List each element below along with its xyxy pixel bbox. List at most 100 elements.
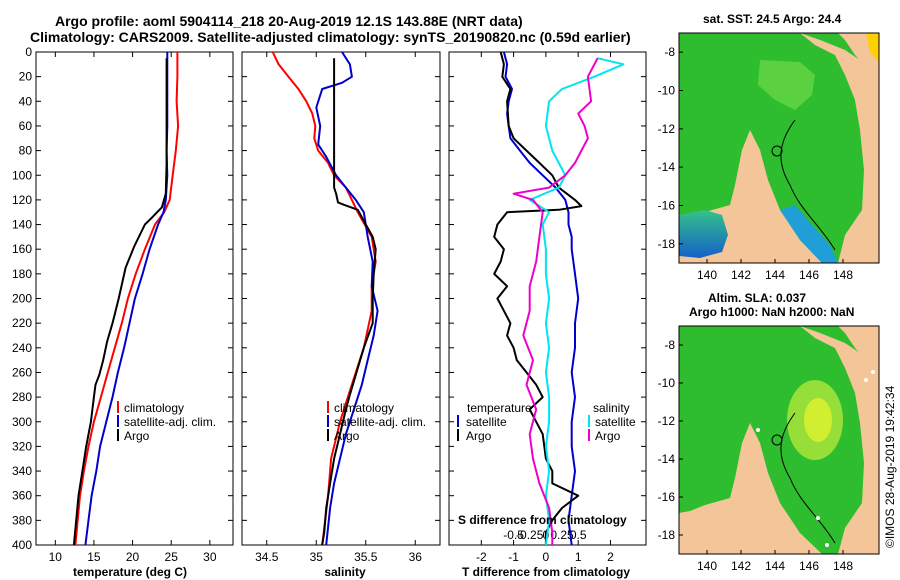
top-axis-label: S difference from climatology bbox=[458, 513, 627, 527]
sst-map bbox=[678, 32, 880, 264]
legend-item: satellite bbox=[466, 415, 507, 429]
x-axis-label: salinity bbox=[324, 565, 366, 579]
series-line-salinity-satellite bbox=[528, 57, 625, 546]
y-tick-label: 240 bbox=[12, 341, 32, 355]
y-tick-label: 220 bbox=[12, 316, 32, 330]
series-line-climatology bbox=[74, 52, 180, 546]
map-y-tick-label: -18 bbox=[658, 528, 676, 542]
legend-item: Argo bbox=[466, 429, 492, 443]
x-tick-label: 35 bbox=[310, 550, 324, 564]
series-line-argo bbox=[72, 58, 168, 546]
sla-map bbox=[678, 325, 880, 555]
y-tick-label: 140 bbox=[12, 218, 32, 232]
y-tick-label: 380 bbox=[12, 513, 32, 527]
plot-area bbox=[448, 51, 647, 546]
y-tick-label: 180 bbox=[12, 267, 32, 281]
x-tick-label: 25 bbox=[165, 550, 179, 564]
map-y-tick-label: -16 bbox=[658, 490, 676, 504]
legend-title-temperature: temperature bbox=[467, 401, 532, 415]
top-tick-label: 0.5 bbox=[570, 528, 587, 542]
title-line-2: Climatology: CARS2009. Satellite-adjuste… bbox=[30, 29, 631, 45]
map-y-tick-label: -12 bbox=[658, 122, 676, 136]
y-tick-label: 20 bbox=[19, 70, 33, 84]
temperature-panel: 0 20 40 60 80 100 120 140 160 180 200 220 240 260 280 3… bbox=[12, 45, 234, 579]
map-y-tick-label: -8 bbox=[664, 338, 675, 352]
map-x-tick-label: 148 bbox=[833, 268, 853, 282]
map-y-tick-label: -12 bbox=[658, 414, 676, 428]
sst-map-title: sat. SST: 24.5 Argo: 24.4 bbox=[703, 12, 842, 26]
salinity-panel: 34.5 35 35.5 36 salinity bbox=[241, 51, 441, 579]
y-tick-label: 300 bbox=[12, 415, 32, 429]
y-tick-label: 120 bbox=[12, 193, 32, 207]
legend-item: satellite bbox=[595, 415, 636, 429]
y-tick-label: 100 bbox=[12, 168, 32, 182]
sst-map-cool-patch bbox=[679, 210, 728, 258]
series-line-salinity-argo bbox=[512, 57, 599, 545]
y-tick-label: 200 bbox=[12, 292, 32, 306]
map-ticks: 140 142 144 146 148 -8 -10 -12 -14 -16 -18 140 142 14… bbox=[658, 45, 854, 573]
difference-panel: -2 -1 0 1 2-0.5-0.25 0 0.250.5T difference fro… bbox=[448, 51, 647, 579]
top-tick-label: -0.25 bbox=[516, 528, 544, 542]
map-y-tick-label: -18 bbox=[658, 237, 676, 251]
x-tick-label: 2 bbox=[607, 550, 614, 564]
series-line-climatology bbox=[271, 51, 377, 546]
y-tick-label: 280 bbox=[12, 390, 32, 404]
map-y-tick-label: -10 bbox=[658, 84, 676, 98]
x-tick-label: -1 bbox=[508, 550, 519, 564]
y-tick-label: 160 bbox=[12, 242, 32, 256]
legend-item: climatology bbox=[334, 401, 394, 415]
x-tick-label: 30 bbox=[203, 550, 217, 564]
map-y-tick-label: -16 bbox=[658, 199, 676, 213]
sst-map-sea bbox=[679, 33, 864, 263]
sla-map-land-ne bbox=[838, 326, 879, 373]
sst-map-warm-patch bbox=[866, 33, 879, 62]
x-tick-label: 20 bbox=[126, 550, 140, 564]
x-tick-label: -2 bbox=[476, 550, 487, 564]
salinity-legend: climatology satellite-adj. clim. Argo bbox=[327, 401, 426, 443]
sla-map-dot bbox=[871, 370, 875, 374]
x-tick-label: 34.5 bbox=[255, 550, 279, 564]
map-y-tick-label: -8 bbox=[664, 45, 675, 59]
temperature-legend: climatology satellite-adj. clim. Argo bbox=[117, 401, 216, 443]
y-tick-label: 60 bbox=[19, 119, 33, 133]
y-tick-label: 400 bbox=[12, 538, 32, 552]
sst-map-frame bbox=[678, 32, 880, 264]
y-tick-label: 320 bbox=[12, 439, 32, 453]
x-tick-label: 1 bbox=[575, 550, 582, 564]
imos-stamp: ©IMOS 28-Aug-2019 19:42:34 bbox=[883, 385, 897, 548]
legend-title-salinity: salinity bbox=[593, 401, 630, 415]
map-x-tick-label: 142 bbox=[731, 268, 751, 282]
map-x-tick-label: 148 bbox=[833, 559, 853, 573]
difference-legend: temperature satellite Argo salinity sate… bbox=[457, 401, 636, 443]
legend-item: satellite-adj. clim. bbox=[334, 415, 426, 429]
x-axis-label: temperature (deg C) bbox=[73, 565, 187, 579]
series-line-argo bbox=[321, 58, 377, 546]
sst-map-argo-marker bbox=[771, 145, 783, 157]
sla-map-title-1: Altim. SLA: 0.037 bbox=[708, 291, 806, 305]
sla-map-dot bbox=[825, 543, 829, 547]
top-tick-label: -0.5 bbox=[503, 528, 524, 542]
legend-item: Argo bbox=[124, 429, 150, 443]
x-tick-label: 0 bbox=[543, 550, 550, 564]
x-tick-label: 15 bbox=[87, 550, 101, 564]
legend-item: Argo bbox=[334, 429, 360, 443]
y-tick-label: 360 bbox=[12, 489, 32, 503]
sla-map-dot bbox=[816, 516, 820, 520]
legend-item: Argo bbox=[595, 429, 621, 443]
legend-item: satellite-adj. clim. bbox=[124, 415, 216, 429]
y-tick-label: 80 bbox=[19, 144, 33, 158]
sla-map-dot bbox=[756, 428, 760, 432]
y-tick-label: 0 bbox=[25, 45, 32, 59]
map-x-tick-label: 146 bbox=[799, 268, 819, 282]
y-tick-label: 260 bbox=[12, 365, 32, 379]
map-y-tick-label: -14 bbox=[658, 452, 676, 466]
sla-map-isobath bbox=[780, 412, 836, 544]
sla-map-argo-marker bbox=[771, 434, 783, 446]
map-x-tick-label: 144 bbox=[765, 268, 785, 282]
x-tick-label: 10 bbox=[49, 550, 63, 564]
x-tick-label: 36 bbox=[409, 550, 423, 564]
y-tick-label: 40 bbox=[19, 94, 33, 108]
top-tick-label: 0.25 bbox=[550, 528, 574, 542]
sla-map-core bbox=[804, 398, 832, 442]
